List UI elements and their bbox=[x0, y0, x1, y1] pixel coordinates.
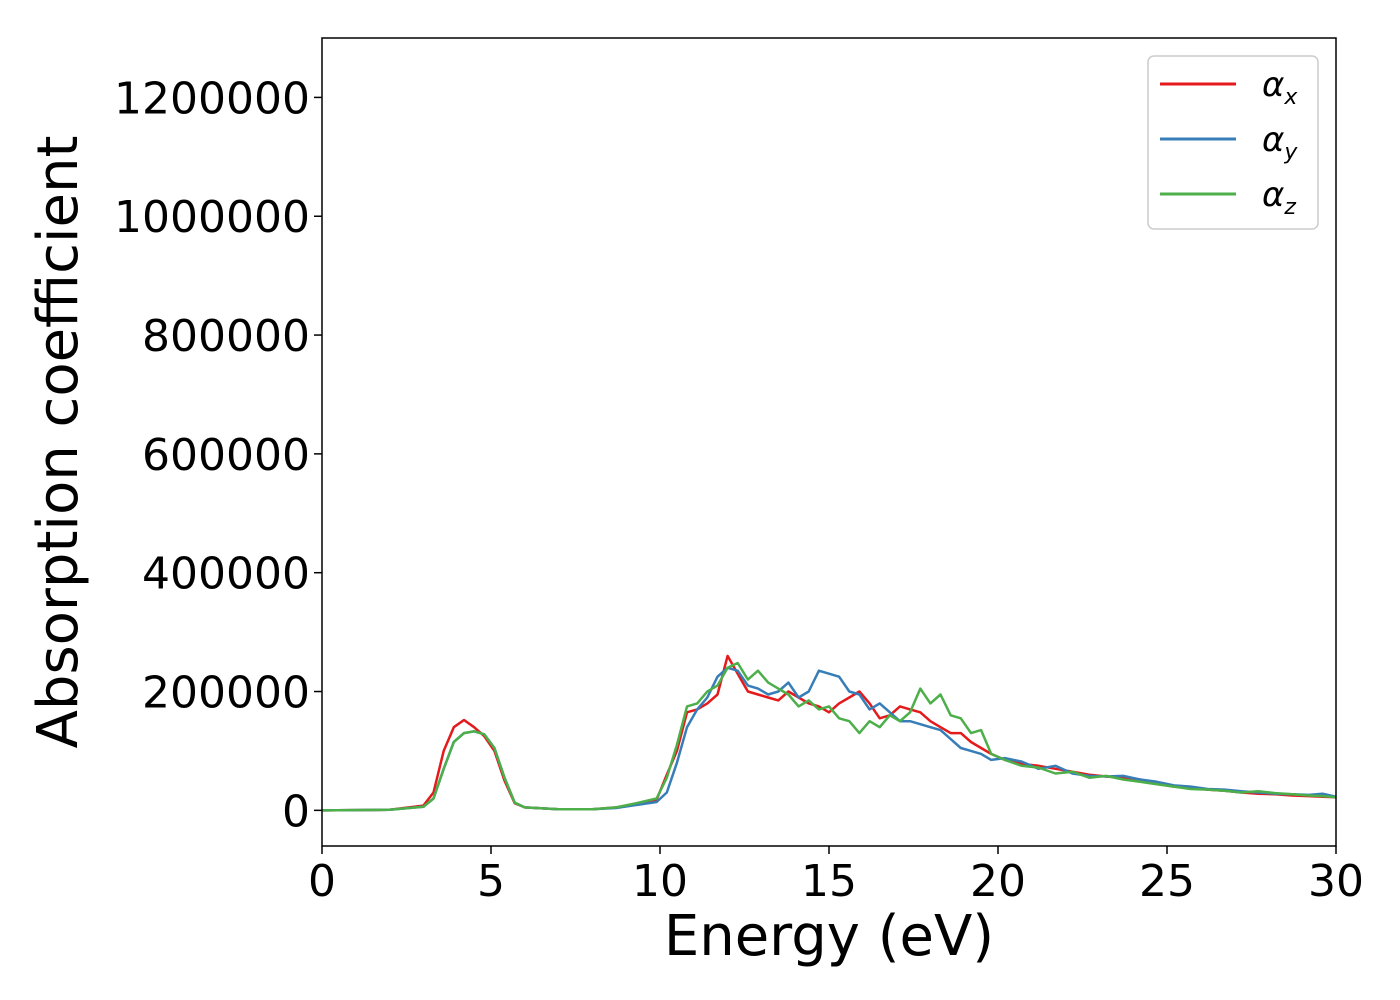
x-tick-label: 5 bbox=[477, 856, 505, 907]
y-tick-label: 1000000 bbox=[114, 192, 310, 243]
x-tick-label: 15 bbox=[801, 856, 857, 907]
x-tick-label: 25 bbox=[1139, 856, 1195, 907]
legend-box bbox=[1147, 55, 1319, 230]
y-ticks: 0 200000 400000 600000 800000 1000000 1200000 bbox=[114, 73, 322, 837]
y-axis-label: Absorption coefficient bbox=[26, 136, 91, 749]
y-tick-label: 600000 bbox=[142, 430, 310, 481]
x-tick-label: 10 bbox=[632, 856, 688, 907]
y-tick-label: 400000 bbox=[142, 549, 310, 600]
series-line-alpha-z bbox=[321, 661, 1337, 812]
x-tick-label: 0 bbox=[308, 856, 336, 907]
x-axis-label: Energy (eV) bbox=[664, 904, 994, 969]
y-tick-label: 0 bbox=[282, 786, 310, 837]
y-tick-label: 1200000 bbox=[114, 73, 310, 124]
legend-label-alpha-z: αz bbox=[1262, 175, 1296, 220]
x-ticks: 0 5 10 15 20 25 30 bbox=[308, 846, 1364, 907]
y-tick-label: 800000 bbox=[142, 311, 310, 362]
x-tick-label: 20 bbox=[970, 856, 1026, 907]
y-tick-label: 200000 bbox=[142, 668, 310, 719]
plot-series bbox=[321, 654, 1337, 812]
legend: αx αy αz bbox=[1147, 55, 1319, 230]
legend-label-alpha-x: αx bbox=[1262, 65, 1298, 110]
legend-label-alpha-y: αy bbox=[1262, 120, 1298, 165]
x-tick-label: 30 bbox=[1308, 856, 1364, 907]
